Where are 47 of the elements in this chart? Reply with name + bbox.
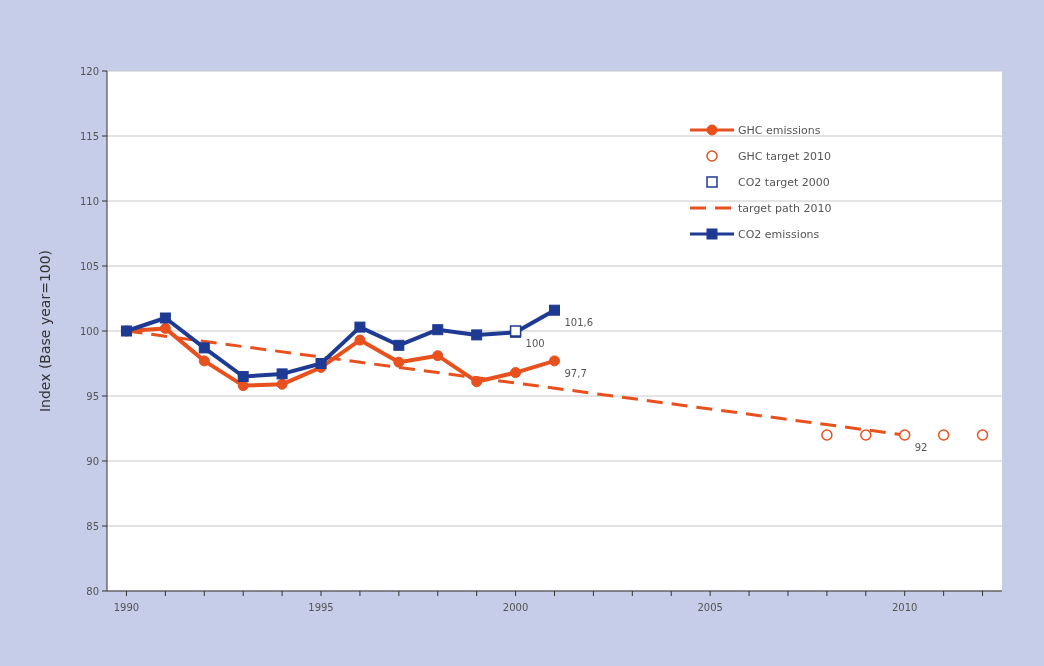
point — [276, 368, 288, 380]
x-tick-label: 2010 — [891, 602, 918, 613]
legend-label: GHC emissions — [738, 123, 821, 137]
point — [510, 367, 522, 379]
y-tick-label: 115 — [79, 130, 99, 142]
point — [198, 342, 210, 354]
annotation: 92 — [914, 442, 928, 453]
point — [159, 312, 171, 324]
x-tick-label: 2000 — [502, 602, 529, 613]
point — [937, 429, 950, 441]
y-axis-title: Index (Base year=100) — [37, 249, 53, 413]
point — [237, 371, 249, 382]
legend-label: target path 2010 — [738, 201, 832, 215]
x-tick-label: 1990 — [113, 602, 140, 613]
annotation: 100 — [525, 338, 545, 349]
legend-label: CO2 target 2000 — [738, 175, 830, 189]
y-tick-label: 110 — [79, 195, 99, 207]
y-tick-label: 120 — [79, 65, 99, 77]
point — [393, 339, 405, 351]
point — [976, 429, 989, 441]
point — [898, 429, 911, 441]
point — [860, 429, 872, 441]
y-tick-label: 85 — [86, 520, 99, 532]
y-tick-label: 100 — [79, 325, 99, 337]
point — [354, 334, 366, 346]
point — [821, 429, 833, 441]
annotation: 101,6 — [564, 317, 594, 329]
point — [432, 324, 444, 336]
point — [549, 304, 560, 316]
point — [471, 329, 483, 341]
legend-label: GHC target 2010 — [738, 149, 831, 163]
y-tick-label: 90 — [86, 455, 99, 467]
y-tick-label: 95 — [86, 390, 99, 402]
y-tick-label: 80 — [86, 585, 99, 597]
point — [549, 355, 560, 367]
point — [276, 378, 288, 390]
point — [198, 355, 210, 367]
point — [354, 321, 366, 333]
point — [432, 350, 444, 362]
x-tick-label: 2005 — [697, 602, 723, 613]
legend-label: CO2 emissions — [738, 227, 820, 241]
y-tick-label: 105 — [79, 260, 99, 272]
point — [315, 358, 327, 369]
point — [393, 356, 405, 368]
annotation: 97,7 — [564, 367, 587, 379]
point — [159, 322, 171, 334]
x-tick-label: 1995 — [308, 602, 334, 613]
